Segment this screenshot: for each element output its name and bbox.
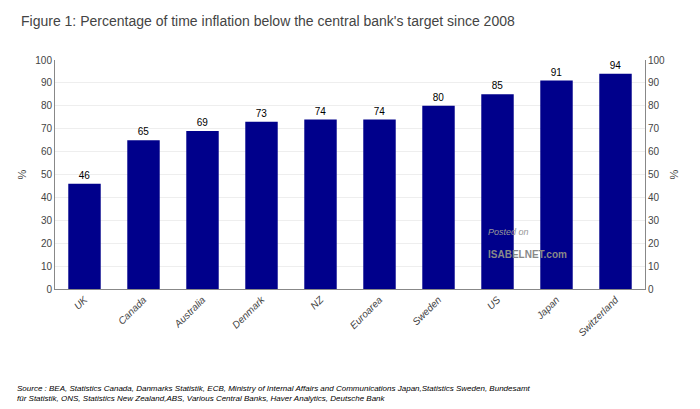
svg-text:80: 80 (433, 92, 445, 103)
svg-text:Sweden: Sweden (410, 294, 444, 328)
svg-text:ISABELNET.com: ISABELNET.com (488, 249, 567, 260)
svg-text:100: 100 (35, 55, 52, 66)
svg-text:60: 60 (648, 146, 660, 157)
svg-text:%: % (668, 169, 680, 179)
svg-text:10: 10 (648, 261, 660, 272)
svg-text:74: 74 (374, 106, 386, 117)
svg-text:UK: UK (72, 293, 91, 312)
svg-text:70: 70 (41, 123, 53, 134)
svg-text:60: 60 (41, 146, 53, 157)
svg-text:90: 90 (41, 77, 53, 88)
svg-text:70: 70 (648, 123, 660, 134)
svg-text:94: 94 (610, 60, 622, 71)
svg-text:Japan: Japan (534, 294, 562, 322)
svg-text:0: 0 (46, 284, 52, 295)
svg-text:US: US (485, 294, 503, 312)
svg-text:NZ: NZ (308, 294, 326, 312)
svg-text:0: 0 (648, 284, 654, 295)
svg-text:Posted on: Posted on (488, 227, 529, 237)
svg-text:Canada: Canada (116, 294, 149, 327)
svg-text:10: 10 (41, 261, 53, 272)
svg-text:65: 65 (138, 126, 150, 137)
svg-text:90: 90 (648, 77, 660, 88)
svg-text:Australia: Australia (171, 294, 207, 330)
svg-text:Switzerland: Switzerland (576, 294, 621, 339)
svg-text:30: 30 (41, 215, 53, 226)
svg-text:100: 100 (648, 55, 665, 66)
svg-text:Source : BEA, Statistics Canad: Source : BEA, Statistics Canada, Danmark… (17, 384, 531, 403)
svg-text:80: 80 (41, 100, 53, 111)
svg-text:80: 80 (648, 100, 660, 111)
svg-text:85: 85 (492, 80, 504, 91)
svg-text:69: 69 (197, 117, 209, 128)
svg-text:30: 30 (648, 215, 660, 226)
svg-text:73: 73 (256, 108, 268, 119)
svg-text:20: 20 (41, 238, 53, 249)
svg-text:91: 91 (551, 67, 563, 78)
svg-text:%: % (16, 169, 28, 179)
svg-text:50: 50 (41, 169, 53, 180)
svg-text:46: 46 (79, 170, 91, 181)
svg-text:50: 50 (648, 169, 660, 180)
svg-text:74: 74 (315, 106, 327, 117)
svg-text:Euroarea: Euroarea (348, 294, 385, 331)
svg-text:40: 40 (41, 192, 53, 203)
svg-text:40: 40 (648, 192, 660, 203)
svg-text:Denmark: Denmark (230, 293, 267, 330)
svg-text:20: 20 (648, 238, 660, 249)
svg-text:Figure 1: Percentage of time i: Figure 1: Percentage of time inflation b… (21, 13, 515, 29)
